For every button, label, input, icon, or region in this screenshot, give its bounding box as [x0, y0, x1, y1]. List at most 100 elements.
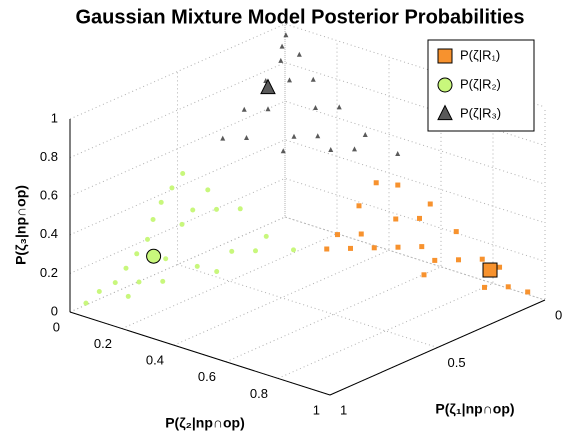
data-point	[229, 248, 235, 254]
data-point	[194, 263, 200, 269]
data-point	[134, 251, 140, 257]
data-point	[324, 246, 330, 252]
data-point	[180, 171, 186, 177]
x-tick-label: 1	[340, 402, 347, 417]
data-point	[291, 133, 297, 139]
data-point	[432, 257, 438, 263]
data-point	[335, 232, 340, 238]
data-point	[125, 293, 131, 299]
data-point	[291, 247, 296, 253]
data-point	[497, 264, 503, 270]
data-point	[371, 245, 377, 251]
data-point	[150, 216, 156, 222]
data-point	[241, 106, 247, 112]
data-point	[220, 135, 226, 141]
grid-line	[329, 107, 546, 396]
data-point	[237, 206, 243, 212]
data-point	[393, 216, 399, 222]
data-point	[283, 32, 289, 38]
highlight-point	[260, 78, 276, 95]
data-point	[419, 244, 425, 250]
y-tick-label: 0.6	[198, 369, 216, 384]
y-tick-label: 0.4	[146, 353, 164, 368]
data-point	[214, 269, 220, 275]
data-point	[83, 300, 89, 306]
legend-marker	[437, 48, 453, 64]
data-point	[315, 133, 321, 139]
data-point	[145, 236, 150, 242]
data-point	[336, 104, 342, 110]
z-tick-label: 0	[51, 303, 58, 318]
data-point	[395, 182, 401, 188]
x-tick-label: 0.5	[448, 355, 466, 370]
y-tick-label: 0.2	[94, 336, 112, 351]
highlight-point	[482, 262, 498, 278]
data-point	[287, 77, 292, 83]
y-tick-label: 0.8	[250, 386, 268, 401]
data-point	[296, 51, 302, 57]
data-point	[169, 185, 175, 191]
z-tick-label: 0.6	[40, 188, 58, 203]
data-point	[479, 256, 485, 262]
data-point	[214, 206, 219, 212]
data-point	[158, 199, 164, 205]
legend-marker	[437, 77, 453, 93]
data-point	[179, 221, 185, 227]
grid-line	[121, 40, 338, 330]
data-point	[352, 146, 357, 152]
grid-line	[177, 71, 438, 348]
highlight-point	[146, 248, 162, 264]
data-point	[358, 231, 364, 237]
y-axis-label: P(ζ₂|np∩op)	[165, 415, 245, 431]
grid-line	[69, 24, 286, 313]
z-axis-label: P(ζ₃|np∩op)	[13, 185, 29, 265]
data-point	[328, 147, 334, 152]
y-tick-label: 0	[53, 319, 60, 334]
grid-line	[173, 57, 390, 346]
data-point	[310, 76, 316, 82]
data-point	[123, 265, 129, 271]
data-point	[160, 278, 166, 284]
legend-label: P(ζ|R₂)	[460, 76, 501, 91]
data-point	[482, 284, 487, 290]
grid-line	[69, 139, 546, 236]
data-point	[280, 148, 286, 154]
data-point	[348, 245, 353, 251]
data-point	[313, 105, 318, 110]
data-point	[427, 201, 433, 207]
z-tick-label: 0.8	[40, 149, 58, 164]
x-tick-label: 0	[555, 307, 562, 322]
z-tick-label: 0.2	[40, 265, 58, 280]
data-point	[456, 257, 461, 263]
data-point	[244, 135, 249, 140]
x-axis	[329, 299, 546, 396]
data-point	[163, 256, 169, 262]
data-point	[136, 279, 142, 285]
data-point	[453, 229, 459, 235]
data-point	[96, 288, 102, 294]
y-tick-label: 1	[313, 402, 320, 417]
data-point	[263, 233, 269, 239]
data-point	[505, 284, 511, 290]
data-point	[279, 43, 285, 49]
data-point	[417, 215, 422, 221]
chart-title: Gaussian Mixture Model Posterior Probabi…	[76, 6, 525, 28]
data-point	[373, 180, 379, 186]
data-point	[395, 244, 401, 250]
legend-label: P(ζ|R₁)	[460, 47, 500, 62]
grid-line	[284, 24, 546, 301]
data-point	[205, 187, 211, 193]
data-point	[421, 272, 427, 278]
data-point	[278, 57, 284, 63]
grid-line	[69, 216, 546, 313]
z-tick-label: 0.4	[40, 226, 58, 241]
legend-marker	[437, 104, 453, 121]
data-point	[190, 207, 196, 213]
data-point	[356, 203, 362, 209]
x-axis-label: P(ζ₁|np∩op)	[435, 401, 514, 417]
data-point	[362, 132, 368, 137]
y-axis	[69, 311, 331, 396]
data-point	[112, 280, 118, 286]
data-point	[395, 150, 401, 156]
